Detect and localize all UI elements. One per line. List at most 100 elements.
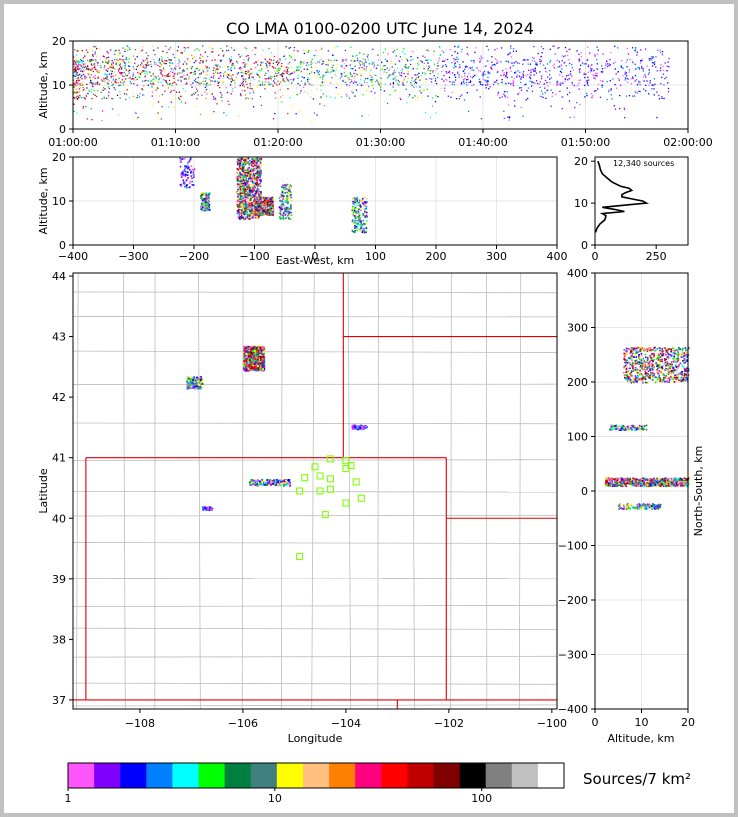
source-point	[258, 69, 260, 72]
source-point	[259, 204, 261, 206]
source-point	[293, 71, 296, 73]
source-point	[169, 65, 171, 67]
source-point	[290, 73, 292, 75]
source-point	[636, 54, 638, 56]
source-point	[208, 67, 210, 69]
source-point	[173, 77, 175, 79]
source-point	[631, 60, 634, 63]
source-point	[106, 97, 108, 99]
source-point	[242, 162, 245, 164]
source-point	[206, 71, 208, 73]
source-point	[237, 115, 240, 117]
source-point	[114, 88, 116, 91]
source-point	[178, 65, 180, 67]
source-point	[249, 87, 251, 89]
source-point	[310, 61, 312, 63]
source-point	[251, 185, 254, 188]
source-point	[243, 166, 245, 168]
source-point	[511, 83, 513, 85]
source-point	[211, 80, 214, 82]
source-point	[287, 67, 289, 69]
source-point	[609, 59, 611, 61]
source-point	[470, 60, 472, 62]
source-point	[284, 188, 286, 190]
source-point	[201, 193, 204, 196]
source-point	[171, 84, 173, 87]
source-point	[467, 54, 469, 56]
source-point	[279, 216, 281, 218]
source-point	[601, 71, 603, 74]
source-point	[663, 97, 665, 100]
source-point	[123, 59, 125, 61]
source-point	[329, 96, 331, 98]
source-point	[89, 48, 91, 50]
source-point	[229, 62, 231, 65]
source-point	[373, 74, 375, 76]
source-point	[482, 74, 484, 76]
x-tick-label: 02:00:00	[663, 136, 712, 149]
source-point	[143, 60, 145, 62]
source-point	[84, 98, 86, 100]
source-point	[136, 118, 138, 120]
source-point	[170, 59, 172, 61]
source-point	[587, 66, 589, 68]
source-point	[239, 171, 241, 173]
source-point	[502, 69, 504, 72]
source-point	[399, 56, 401, 58]
source-point	[342, 80, 345, 82]
source-point	[259, 176, 261, 179]
source-point	[244, 70, 247, 73]
source-point	[152, 89, 154, 91]
source-point	[321, 82, 323, 84]
source-point	[76, 72, 78, 74]
source-point	[522, 76, 524, 79]
source-point	[246, 63, 249, 65]
source-point	[150, 80, 153, 82]
source-point	[256, 86, 258, 88]
source-point	[667, 82, 669, 84]
source-point	[153, 58, 155, 61]
source-point	[204, 195, 206, 197]
source-point	[288, 190, 291, 193]
source-point	[279, 89, 281, 91]
source-point	[462, 70, 465, 72]
source-point	[285, 196, 287, 198]
source-point	[280, 81, 282, 83]
source-point	[257, 174, 259, 176]
source-point	[522, 63, 524, 65]
source-point	[386, 60, 388, 62]
source-point	[151, 45, 154, 48]
source-point	[136, 65, 138, 68]
source-point	[608, 89, 610, 91]
source-point	[247, 157, 250, 160]
source-point	[85, 53, 87, 55]
source-point	[262, 196, 265, 199]
source-point	[250, 79, 252, 81]
source-point	[473, 62, 475, 64]
source-point	[81, 61, 83, 64]
source-point	[371, 76, 373, 78]
source-point	[268, 199, 270, 202]
source-point	[161, 58, 163, 60]
source-point	[84, 78, 86, 80]
source-point	[91, 81, 93, 83]
source-point	[111, 63, 113, 65]
source-point	[214, 97, 216, 100]
source-point	[175, 68, 177, 70]
source-point	[264, 198, 266, 200]
source-point	[380, 86, 382, 88]
source-point	[220, 60, 222, 62]
source-point	[184, 167, 187, 169]
source-point	[507, 96, 509, 98]
source-point	[420, 75, 422, 77]
source-point	[96, 55, 98, 57]
source-point	[242, 169, 244, 172]
source-point	[80, 83, 82, 85]
source-point	[249, 204, 252, 207]
source-point	[316, 114, 318, 116]
source-point	[94, 77, 96, 80]
source-point	[558, 47, 560, 49]
source-point	[209, 46, 211, 48]
source-point	[241, 168, 243, 171]
source-point	[283, 55, 285, 58]
